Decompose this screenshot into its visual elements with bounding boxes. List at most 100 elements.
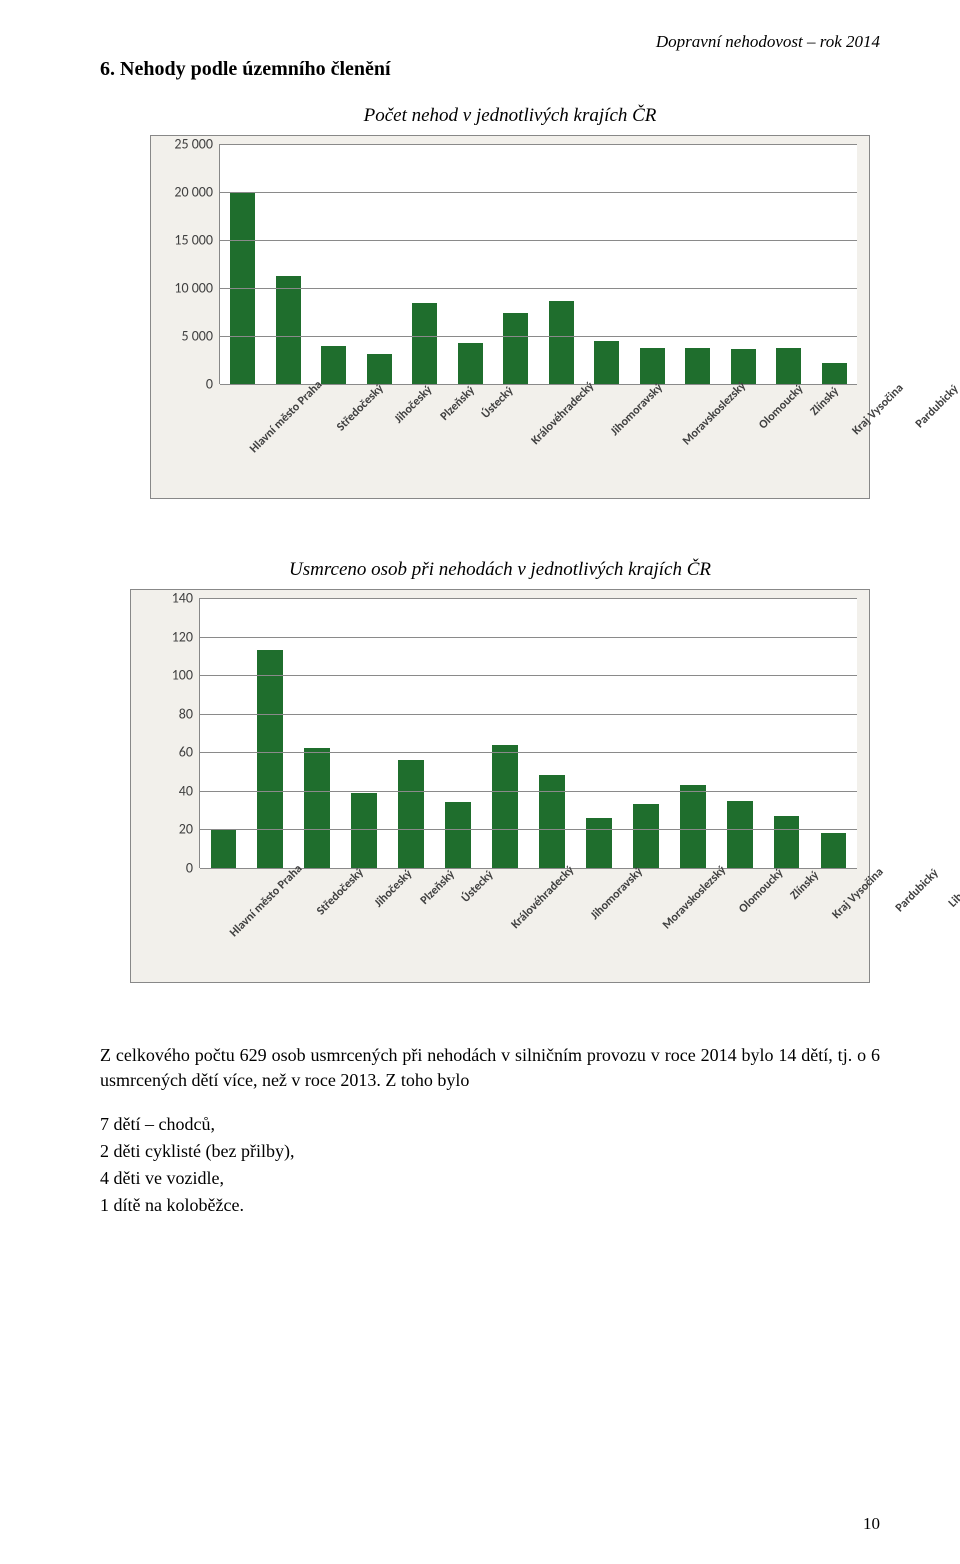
chart-bar-slot xyxy=(247,598,294,868)
chart-y-tick-label: 120 xyxy=(172,628,193,645)
chart-bar-slot xyxy=(402,144,448,384)
list-item: 1 dítě na koloběžce. xyxy=(100,1192,880,1219)
chart-2-x-axis: Hlavní město PrahaStředočeskýJihočeskýPl… xyxy=(199,868,857,978)
list-item: 2 děti cyklisté (bez přilby), xyxy=(100,1138,880,1165)
chart-bar xyxy=(257,650,283,868)
chart-bar-slot xyxy=(630,144,676,384)
page-number: 10 xyxy=(863,1514,880,1534)
chart-gridline xyxy=(220,240,857,241)
chart-bar xyxy=(727,801,753,869)
list-item: 4 děti ve vozidle, xyxy=(100,1165,880,1192)
chart-bar-slot xyxy=(200,598,247,868)
chart-gridline xyxy=(220,336,857,337)
chart-y-tick-label: 5 000 xyxy=(181,328,213,345)
list-item: 7 dětí – chodců, xyxy=(100,1111,880,1138)
chart-bar xyxy=(586,818,612,868)
chart-y-tick-label: 0 xyxy=(206,376,213,393)
chart-bar xyxy=(321,346,346,384)
chart-1: Počet nehod v jednotlivých krajích ČR 0 5… xyxy=(150,105,870,499)
chart-bar xyxy=(594,341,619,384)
chart-1-x-axis: Hlavní město PrahaStředočeskýJihočeskýPl… xyxy=(219,384,857,494)
chart-bar-slot xyxy=(220,144,266,384)
chart-2-bars xyxy=(200,598,857,868)
child-fatalities-list: 7 dětí – chodců,2 děti cyklisté (bez při… xyxy=(100,1111,880,1219)
chart-gridline xyxy=(200,791,857,792)
chart-bar xyxy=(458,343,483,384)
chart-y-tick-label: 0 xyxy=(186,860,193,877)
chart-1-grid xyxy=(219,144,857,384)
chart-bar xyxy=(503,313,528,384)
chart-bar xyxy=(774,816,800,868)
chart-bar-slot xyxy=(763,598,810,868)
chart-bar-slot xyxy=(341,598,388,868)
chart-2-y-axis: 020406080100120140 xyxy=(143,598,199,868)
chart-bar xyxy=(633,804,659,868)
chart-bar xyxy=(304,748,330,868)
chart-gridline xyxy=(200,752,857,753)
chart-bar xyxy=(445,802,471,868)
chart-bar-slot xyxy=(539,144,585,384)
chart-y-tick-label: 20 000 xyxy=(174,184,213,201)
chart-bar-slot xyxy=(435,598,482,868)
chart-2: Usmrceno osob při nehodách v jednotlivýc… xyxy=(130,559,870,983)
chart-gridline xyxy=(200,637,857,638)
chart-bar-slot xyxy=(812,144,858,384)
page: Dopravní nehodovost – rok 2014 6. Nehody… xyxy=(0,0,960,1564)
chart-bar-slot xyxy=(311,144,357,384)
chart-y-tick-label: 15 000 xyxy=(174,232,213,249)
chart-gridline xyxy=(220,144,857,145)
chart-bar xyxy=(549,301,574,384)
chart-bar-slot xyxy=(294,598,341,868)
chart-y-tick-label: 20 xyxy=(179,821,193,838)
chart-bar xyxy=(776,348,801,384)
chart-bar xyxy=(680,785,706,868)
chart-bar-slot xyxy=(528,598,575,868)
chart-gridline xyxy=(200,598,857,599)
chart-bar-slot xyxy=(675,144,721,384)
chart-gridline xyxy=(220,288,857,289)
chart-1-y-axis: 05 00010 00015 00020 00025 000 xyxy=(163,144,219,384)
chart-bar-slot xyxy=(448,144,494,384)
chart-bar-slot xyxy=(584,144,630,384)
chart-y-tick-label: 25 000 xyxy=(174,136,213,153)
chart-gridline xyxy=(200,714,857,715)
chart-bar-slot xyxy=(357,144,403,384)
chart-y-tick-label: 80 xyxy=(179,705,193,722)
chart-1-bars xyxy=(220,144,857,384)
chart-bar-slot xyxy=(266,144,312,384)
body-paragraph: Z celkového počtu 629 osob usmrcených př… xyxy=(100,1043,880,1093)
chart-bar xyxy=(276,276,301,384)
chart-bar-slot xyxy=(493,144,539,384)
chart-1-plot: 05 00010 00015 00020 00025 000 xyxy=(163,144,857,384)
chart-bar-slot xyxy=(766,144,812,384)
chart-bar xyxy=(412,303,437,384)
chart-bar-slot xyxy=(622,598,669,868)
chart-gridline xyxy=(200,675,857,676)
chart-2-grid xyxy=(199,598,857,868)
chart-2-box: 020406080100120140 Hlavní město PrahaStř… xyxy=(130,589,870,983)
chart-bar xyxy=(492,745,518,868)
chart-bar-slot xyxy=(482,598,529,868)
chart-bar xyxy=(539,775,565,868)
chart-bar xyxy=(685,348,710,384)
chart-bar xyxy=(821,833,847,868)
chart-gridline xyxy=(220,192,857,193)
chart-bar-slot xyxy=(716,598,763,868)
chart-y-tick-label: 100 xyxy=(172,667,193,684)
chart-bar xyxy=(398,760,424,868)
chart-bar-slot xyxy=(810,598,857,868)
running-header: Dopravní nehodovost – rok 2014 xyxy=(656,32,880,52)
chart-bar xyxy=(211,829,237,868)
chart-bar-slot xyxy=(669,598,716,868)
chart-bar-slot xyxy=(388,598,435,868)
section-title: 6. Nehody podle územního členění xyxy=(100,58,880,81)
chart-1-title: Počet nehod v jednotlivých krajích ČR xyxy=(150,105,870,127)
chart-2-title: Usmrceno osob při nehodách v jednotlivýc… xyxy=(130,559,870,581)
chart-2-plot: 020406080100120140 xyxy=(143,598,857,868)
chart-bar-slot xyxy=(575,598,622,868)
chart-1-box: 0 5 000 10 000 15 000 20 000 25 000 Hlavní mě… xyxy=(150,135,870,499)
chart-bar-slot xyxy=(721,144,767,384)
chart-y-tick-label: 40 xyxy=(179,782,193,799)
chart-y-tick-label: 60 xyxy=(179,744,193,761)
chart-y-tick-label: 10 000 xyxy=(174,280,213,297)
